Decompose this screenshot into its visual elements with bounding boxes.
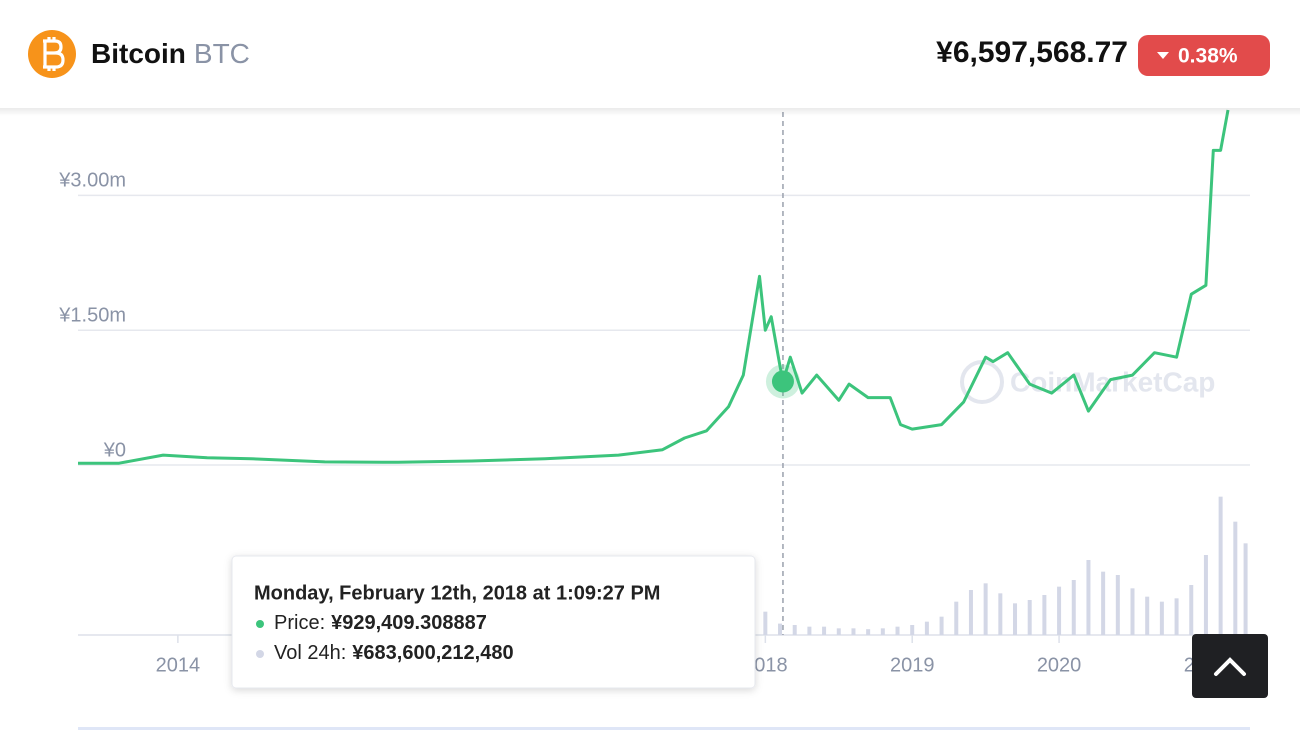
y-tick-label: ¥1.50m — [58, 304, 126, 326]
down-arrow — [1157, 52, 1169, 59]
tooltip: Monday, February 12th, 2018 at 1:09:27 P… — [231, 555, 756, 689]
volume-bar — [1027, 600, 1032, 635]
watermark: CoinMarketCap — [1010, 366, 1215, 397]
volume-bar — [939, 616, 944, 635]
header-bg — [0, 0, 1300, 108]
header-shadow — [0, 108, 1300, 116]
volume-bar — [1233, 521, 1238, 635]
volume-bar — [1243, 543, 1248, 635]
x-tick-label: 2020 — [1037, 654, 1082, 676]
coin-name: Bitcoin — [91, 38, 186, 69]
volume-bar — [910, 625, 915, 635]
y-tick-label: ¥3.00m — [58, 170, 126, 192]
volume-bar — [1013, 603, 1018, 635]
coin-glyph — [43, 37, 65, 71]
volume-bar — [1115, 575, 1120, 635]
volume-bar — [1101, 571, 1106, 635]
volume-bar — [1130, 588, 1135, 635]
volume-bar — [836, 628, 841, 635]
coin-symbol: BTC — [194, 38, 250, 69]
volume-bar — [1042, 595, 1047, 635]
tooltip-vol: Vol 24h: ¥683,600,212,480 — [274, 642, 514, 664]
volume-bar — [1145, 596, 1150, 635]
price-dot — [256, 620, 264, 628]
chevron[interactable] — [1214, 657, 1246, 676]
price-line — [78, 109, 1230, 465]
volume-bar — [1203, 555, 1208, 635]
hover-point — [771, 370, 794, 393]
volume-bar — [822, 626, 827, 635]
volume-bar — [924, 621, 929, 635]
volume-bar — [880, 628, 885, 635]
volume-bar — [866, 629, 871, 635]
volume-bar — [983, 583, 988, 635]
price-label: Price: — [274, 612, 325, 634]
tooltip-date: Monday, February 12th, 2018 at 1:09:27 P… — [254, 582, 660, 604]
price: ¥6,597,568.77 — [936, 36, 1128, 69]
volume-bar — [1086, 560, 1091, 635]
volume-bar — [895, 626, 900, 635]
volume-bar — [778, 623, 783, 635]
coin-title: Bitcoin BTC — [91, 38, 250, 69]
volume-bar — [792, 625, 797, 635]
x-tick-label: 2014 — [156, 654, 201, 676]
vol-value: ¥683,600,212,480 — [352, 642, 513, 664]
volume-bar — [998, 593, 1003, 635]
volume-bar — [1057, 586, 1062, 635]
header: Bitcoin BTC ¥6,597,568.77 0.38% — [0, 0, 1300, 116]
volume-bar — [763, 611, 768, 635]
volume-bar — [968, 590, 973, 635]
volume-bar — [1071, 580, 1076, 635]
change: 0.38% — [1178, 45, 1238, 68]
volume-bar — [1174, 598, 1179, 635]
volume-bar — [1218, 496, 1223, 635]
tooltip-price: Price: ¥929,409.308887 — [274, 612, 487, 634]
vol-dot — [256, 650, 264, 658]
volume-bar — [954, 601, 959, 635]
change-badge — [1138, 35, 1270, 76]
bottom-bar — [78, 727, 1250, 730]
volume-bar — [1189, 585, 1194, 635]
x-tick-label: 2019 — [890, 654, 935, 676]
scroll-top-button[interactable] — [1192, 634, 1268, 698]
tooltip-box — [231, 555, 756, 689]
volume-bar — [1159, 601, 1164, 635]
button-bg[interactable] — [1192, 634, 1268, 698]
y-tick-label: ¥0 — [103, 439, 126, 461]
vol-label: Vol 24h: — [274, 642, 346, 664]
volume-bar — [807, 626, 812, 635]
price-value: ¥929,409.308887 — [331, 612, 487, 634]
volume-bar — [851, 628, 856, 635]
